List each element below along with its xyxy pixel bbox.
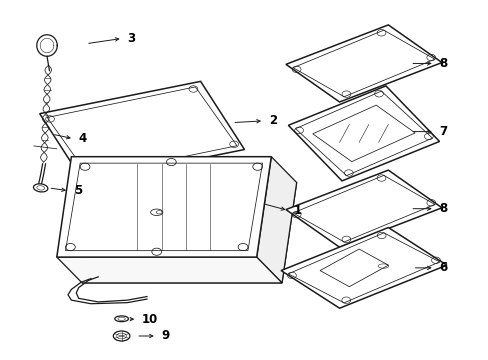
Text: 3: 3 (127, 32, 135, 45)
Polygon shape (281, 228, 446, 308)
Text: 5: 5 (74, 184, 82, 197)
Text: 2: 2 (268, 114, 276, 127)
Ellipse shape (115, 316, 128, 321)
Ellipse shape (113, 331, 130, 341)
Polygon shape (285, 25, 441, 102)
Polygon shape (285, 170, 441, 247)
Text: 7: 7 (439, 125, 447, 138)
Polygon shape (57, 257, 282, 283)
Text: 8: 8 (439, 57, 447, 70)
Text: 10: 10 (142, 312, 158, 326)
Text: 1: 1 (293, 204, 301, 217)
Polygon shape (288, 86, 439, 181)
Text: 8: 8 (439, 202, 447, 215)
Ellipse shape (33, 184, 48, 192)
Polygon shape (256, 157, 296, 283)
Text: 9: 9 (161, 329, 169, 342)
Polygon shape (57, 157, 271, 257)
Polygon shape (82, 183, 296, 283)
Text: 4: 4 (79, 132, 87, 145)
Text: 6: 6 (439, 261, 447, 274)
Polygon shape (40, 81, 244, 182)
